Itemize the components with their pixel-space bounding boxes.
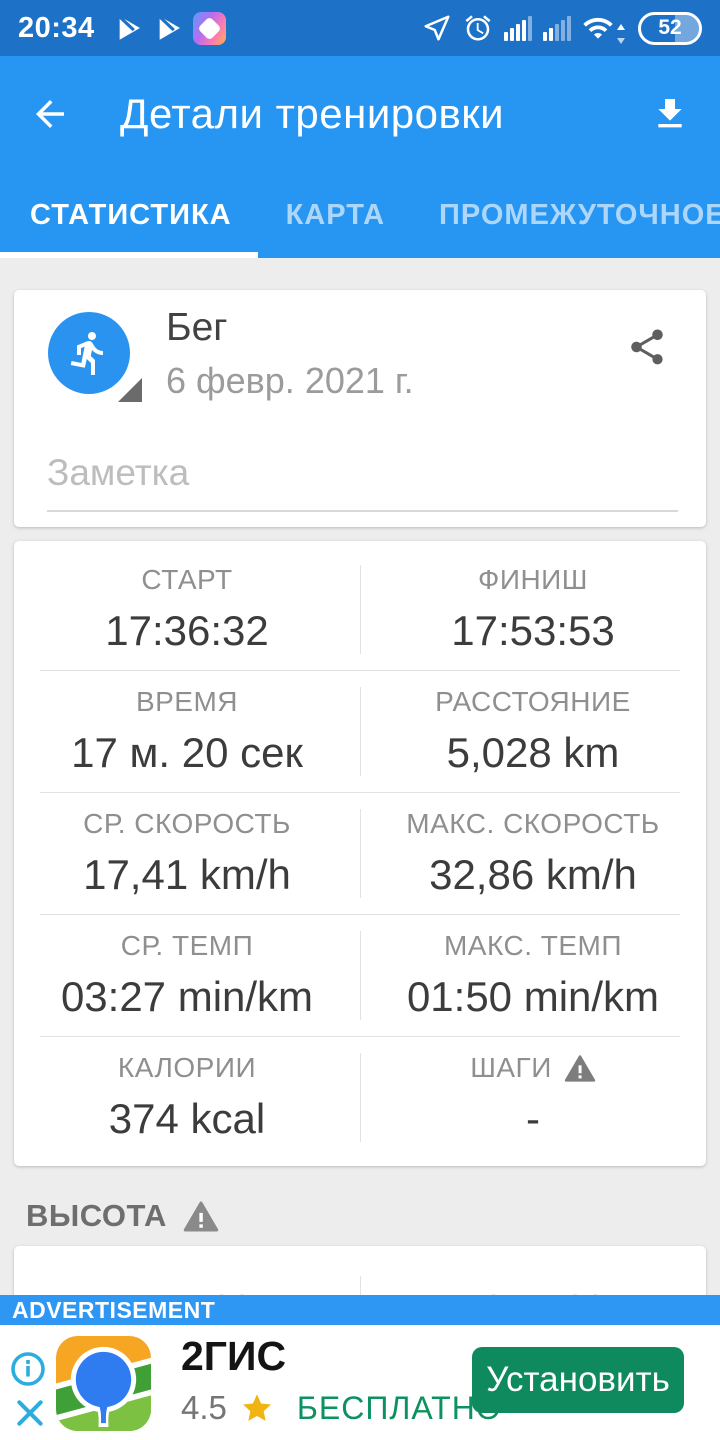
column-divider <box>360 809 361 898</box>
stats-row: ВРЕМЯ 17 м. 20 сек РАССТОЯНИЕ 5,028 km <box>14 671 706 792</box>
ad-app-name[interactable]: 2ГИС <box>181 1333 287 1379</box>
export-button[interactable] <box>648 92 692 136</box>
stat-label: ВРЕМЯ <box>135 686 239 717</box>
stat-label: СТАРТ <box>141 564 233 595</box>
ad-close-button[interactable] <box>14 1397 46 1434</box>
alarm-icon <box>465 15 491 41</box>
share-icon <box>631 329 663 365</box>
ad-info-button[interactable] <box>10 1351 46 1392</box>
notification-icons <box>113 11 226 45</box>
stat-value: 17:36:32 <box>105 607 269 654</box>
install-button[interactable]: Установить <box>472 1347 684 1413</box>
play-store-notification-icon <box>157 14 180 40</box>
wifi-activity-arrows <box>617 24 625 44</box>
tab-splits[interactable]: ПРОМЕЖУТОЧНОЕ <box>439 198 720 231</box>
toolbar: Детали тренировки <box>0 56 720 172</box>
back-button[interactable] <box>28 92 72 136</box>
stat-label: КАЛОРИИ <box>117 1052 257 1083</box>
install-button-label: Установить <box>486 1360 670 1399</box>
column-divider <box>360 687 361 776</box>
signal-strength-icon <box>504 15 532 41</box>
note-input[interactable]: Заметка <box>47 436 678 512</box>
close-icon <box>17 1400 43 1426</box>
stats-row: СТАРТ 17:36:32 ФИНИШ 17:53:53 <box>14 549 706 670</box>
location-icon <box>424 15 450 41</box>
stat-label: РАССТОЯНИЕ <box>435 686 631 717</box>
active-tab-indicator <box>0 252 258 258</box>
status-icons: 52 <box>422 11 702 45</box>
stat-value: 32,86 km/h <box>429 851 637 898</box>
runner-icon <box>70 331 103 375</box>
stat-label: ФИНИШ <box>478 564 588 595</box>
activity-name: Бег <box>166 306 228 349</box>
section-title: ВЫСОТА <box>26 1198 167 1233</box>
stats-row: КАЛОРИИ 374 kcal ШАГИ - <box>14 1037 706 1158</box>
column-divider <box>360 1053 361 1142</box>
star-icon <box>241 1392 273 1424</box>
stat-label: СР. ТЕМП <box>120 930 254 961</box>
column-divider <box>360 565 361 654</box>
row-divider <box>40 914 680 915</box>
activity-type-button[interactable] <box>48 312 142 402</box>
warning-icon <box>564 1054 595 1082</box>
column-divider <box>360 931 361 1020</box>
stat-label: ШАГИ <box>470 1052 552 1083</box>
signal-strength-icon-sim2 <box>543 15 571 41</box>
activity-date: 6 февр. 2021 г. <box>166 360 414 401</box>
warning-icon <box>183 1201 219 1231</box>
stat-value: 03:27 min/km <box>60 973 314 1020</box>
tab-bar: СТАТИСТИКА КАРТА ПРОМЕЖУТОЧНОЕ <box>0 172 720 258</box>
2gis-logo-icon <box>56 1336 151 1431</box>
app-bar: Детали тренировки СТАТИСТИКА КАРТА ПРОМЕ… <box>0 56 720 258</box>
ad-price: БЕСПЛАТНО <box>296 1389 502 1426</box>
download-icon <box>658 99 682 128</box>
row-divider <box>40 792 680 793</box>
row-divider <box>40 670 680 671</box>
elevation-section-header: ВЫСОТА <box>26 1196 720 1236</box>
wifi-icon <box>582 12 627 44</box>
status-bar: 20:34 52 <box>0 0 720 56</box>
workout-summary-card: Бег 6 февр. 2021 г. Заметка <box>14 290 706 527</box>
play-store-notification-icon <box>117 14 140 40</box>
stats-row: СР. СКОРОСТЬ 17,41 km/h МАКС. СКОРОСТЬ 3… <box>14 793 706 914</box>
stat-value: 17 м. 20 сек <box>71 729 303 776</box>
back-arrow-icon <box>36 100 64 128</box>
stats-card: СТАРТ 17:36:32 ФИНИШ 17:53:53 ВРЕМЯ 17 м… <box>14 541 706 1166</box>
stat-value: 01:50 min/km <box>406 973 660 1020</box>
share-button[interactable] <box>626 326 668 373</box>
stat-value: 5,028 km <box>446 729 620 776</box>
ad-app-icon[interactable] <box>56 1336 151 1431</box>
stat-label: СР. СКОРОСТЬ <box>83 808 291 839</box>
ad-label: ADVERTISEMENT <box>0 1295 720 1325</box>
dropdown-caret-icon <box>118 378 142 402</box>
clock: 20:34 <box>18 11 95 44</box>
gallery-notification-icon <box>192 11 226 45</box>
stat-value: 374 kcal <box>108 1095 266 1142</box>
battery-percent: 52 <box>658 16 682 39</box>
stat-value: 17,41 km/h <box>83 851 291 898</box>
stat-value: - <box>526 1095 540 1142</box>
ad-rating: 4.5 <box>181 1389 227 1426</box>
battery-icon: 52 <box>638 11 702 45</box>
tab-map[interactable]: КАРТА <box>285 198 386 231</box>
stat-label: МАКС. ТЕМП <box>443 930 622 961</box>
tab-statistics[interactable]: СТАТИСТИКА <box>30 198 232 231</box>
info-icon <box>11 1352 45 1386</box>
stat-value: 17:53:53 <box>451 607 615 654</box>
stat-label: МАКС. СКОРОСТЬ <box>406 808 660 839</box>
ad-banner: ADVERTISEMENT <box>0 1295 720 1440</box>
stats-row: СР. ТЕМП 03:27 min/km МАКС. ТЕМП 01:50 m… <box>14 915 706 1036</box>
page-title: Детали тренировки <box>120 90 505 137</box>
row-divider <box>40 1036 680 1037</box>
